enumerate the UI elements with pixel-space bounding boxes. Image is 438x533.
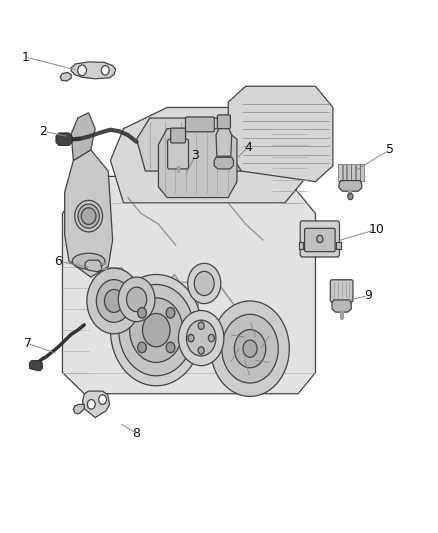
Circle shape [208,334,214,342]
Circle shape [126,287,146,312]
Bar [346,164,350,181]
Circle shape [234,329,265,368]
Text: 10: 10 [368,223,384,236]
Text: 5: 5 [385,143,393,156]
FancyBboxPatch shape [167,139,188,169]
Circle shape [87,268,141,334]
Circle shape [198,322,204,329]
Circle shape [78,65,86,76]
Polygon shape [71,62,116,79]
Polygon shape [136,118,254,171]
Polygon shape [73,405,84,414]
Polygon shape [228,86,332,182]
Polygon shape [60,72,71,81]
FancyBboxPatch shape [170,128,185,143]
Bar [336,241,340,249]
Circle shape [242,340,257,357]
Text: 8: 8 [132,427,140,440]
Text: 7: 7 [24,337,32,350]
Text: 9: 9 [363,289,371,302]
Circle shape [118,277,155,321]
Bar [298,241,303,249]
Circle shape [87,400,95,409]
Polygon shape [64,150,113,277]
Circle shape [118,285,193,376]
Circle shape [347,193,352,200]
FancyBboxPatch shape [329,280,352,302]
Polygon shape [110,108,315,203]
Bar [342,164,346,181]
Circle shape [187,263,220,304]
Circle shape [316,235,322,243]
Ellipse shape [78,204,99,228]
Circle shape [186,320,215,356]
Polygon shape [29,360,42,371]
Polygon shape [71,113,95,160]
Circle shape [142,313,170,347]
Circle shape [129,298,182,362]
Circle shape [198,347,204,354]
FancyBboxPatch shape [300,221,339,257]
Polygon shape [214,157,233,169]
FancyBboxPatch shape [304,228,334,252]
Polygon shape [62,176,315,394]
Circle shape [194,271,214,296]
Circle shape [110,274,201,386]
Text: 4: 4 [244,141,251,154]
Circle shape [187,334,194,342]
Ellipse shape [74,200,102,232]
Circle shape [221,314,278,383]
Circle shape [178,311,223,366]
Polygon shape [82,391,110,418]
Polygon shape [338,181,361,191]
Circle shape [99,395,106,405]
Bar [337,164,341,181]
Text: 1: 1 [21,51,29,63]
Text: 3: 3 [191,149,199,161]
FancyBboxPatch shape [185,117,214,132]
Text: 2: 2 [39,125,47,138]
Ellipse shape [72,253,105,269]
Polygon shape [331,300,350,312]
Polygon shape [215,127,231,156]
Circle shape [96,280,131,322]
Polygon shape [158,128,237,198]
Circle shape [101,66,109,75]
Bar [355,164,359,181]
Bar [350,164,354,181]
Circle shape [166,342,174,353]
Circle shape [104,289,123,312]
Circle shape [210,301,289,397]
Polygon shape [56,133,72,146]
Ellipse shape [81,208,96,224]
Circle shape [138,308,146,318]
FancyBboxPatch shape [217,115,230,128]
Circle shape [166,308,174,318]
Circle shape [138,342,146,353]
Bar [359,164,363,181]
Text: 6: 6 [54,255,62,268]
Polygon shape [85,260,102,272]
